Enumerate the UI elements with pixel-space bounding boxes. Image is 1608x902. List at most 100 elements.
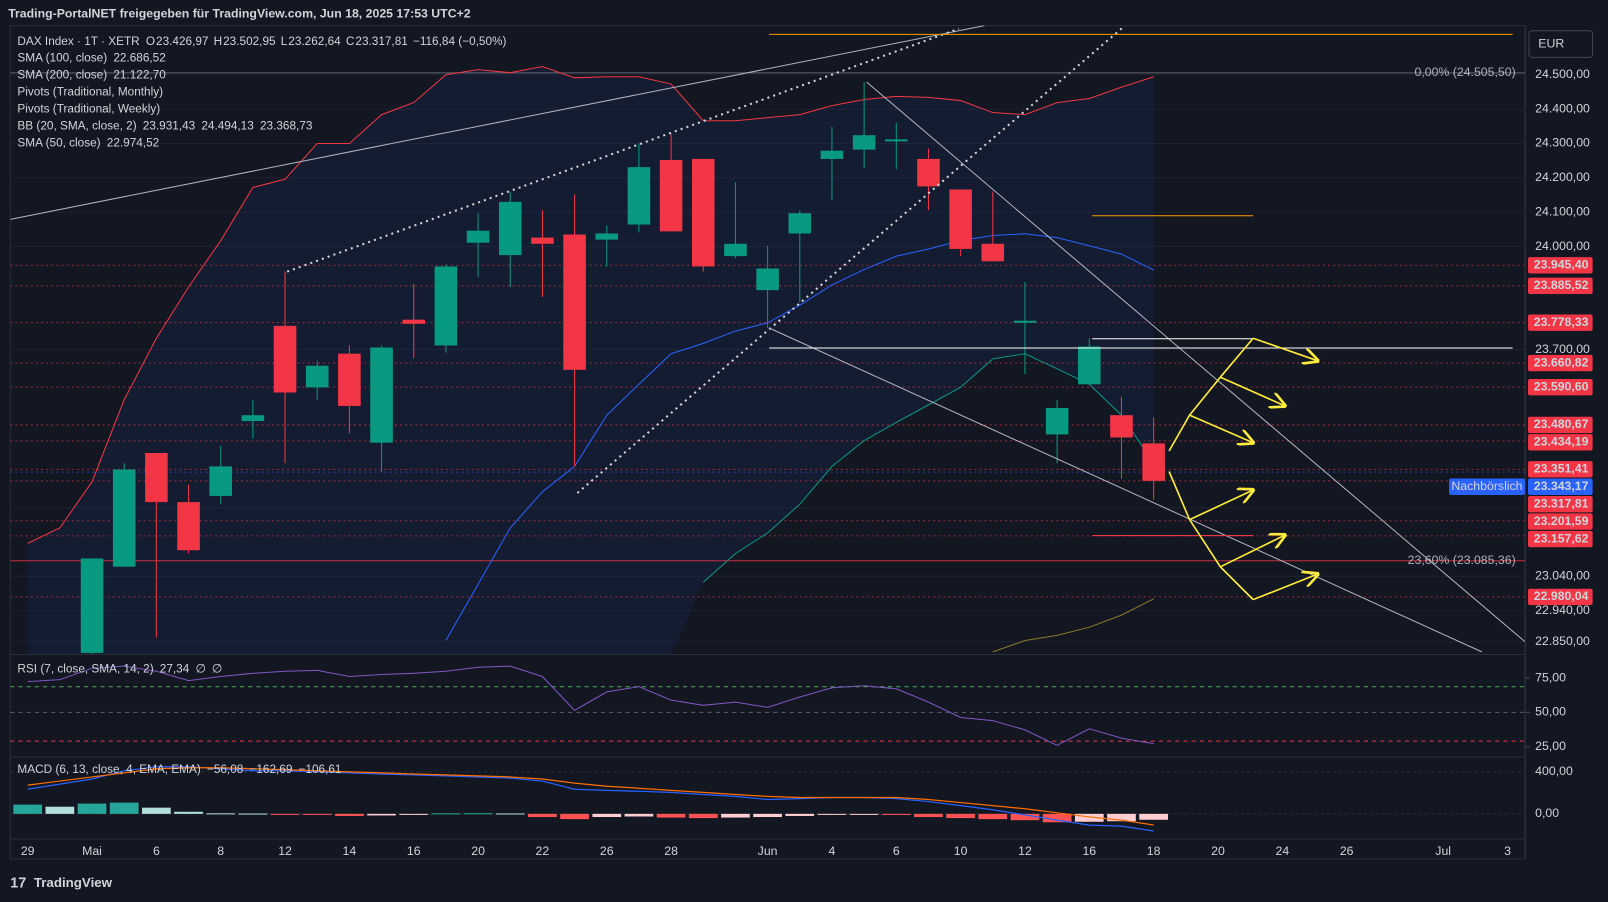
price-label: 22.980,04 — [1534, 589, 1589, 603]
price-label-box — [1528, 378, 1593, 396]
x-tick-label: Jun — [758, 844, 778, 858]
macd-bar — [1107, 813, 1136, 822]
x-tick-label: 12 — [1018, 844, 1032, 858]
price-label-box — [1528, 434, 1593, 451]
candle-body — [595, 233, 619, 240]
legend-value: 22.974,52 — [107, 137, 159, 150]
x-tick-label: 16 — [1082, 844, 1096, 858]
legend-name: BB (20, SMA, close, 2) — [17, 120, 136, 133]
macd-bar — [45, 806, 75, 814]
trend-line — [768, 327, 1483, 653]
legend-value: 23.426,97 — [156, 35, 208, 48]
y-tick-label: 0,00 — [1535, 806, 1559, 820]
price-label: 23.317,81 — [1534, 496, 1589, 510]
macd-bar — [624, 813, 654, 817]
price-label-box — [1528, 416, 1593, 434]
macd-bar — [946, 813, 975, 819]
macd-bar — [109, 802, 139, 814]
candle-body — [1142, 443, 1165, 481]
x-tick-label: 18 — [1147, 844, 1161, 858]
drawings — [10, 25, 1525, 653]
price-label-box — [1528, 277, 1593, 295]
price-label-box — [1528, 257, 1593, 274]
price-label: 23.434,19 — [1534, 435, 1589, 449]
price-label: 23.778,33 — [1534, 315, 1589, 329]
candle-body — [563, 234, 586, 370]
macd-pane — [10, 766, 1525, 832]
macd-bar — [688, 813, 718, 819]
brand: TradingView — [34, 875, 113, 890]
candle-body — [177, 502, 200, 551]
trend-line — [286, 27, 960, 273]
price-tag: Nachbörslich — [1451, 479, 1522, 493]
price-label: 23.945,40 — [1534, 258, 1589, 272]
y-tick-label: 23.700,00 — [1535, 342, 1590, 356]
x-tick-label: Jul — [1435, 844, 1451, 858]
macd-bar — [463, 813, 493, 815]
y-tick-label: 22.850,00 — [1535, 634, 1590, 648]
price-label-box — [1528, 495, 1593, 513]
macd-bar — [1010, 813, 1040, 821]
candle-body — [1045, 407, 1069, 435]
macd-bar — [238, 813, 268, 815]
candle-body — [305, 365, 329, 388]
y-tick-label: 24.400,00 — [1535, 101, 1590, 115]
arrow — [1189, 414, 1254, 443]
x-tick-label: 14 — [343, 844, 357, 858]
macd-bar — [721, 813, 750, 818]
macd-bar — [13, 804, 43, 814]
macd-bar — [206, 813, 236, 815]
rsi-pane — [10, 665, 1525, 746]
legend-value: 23.317,81 — [355, 35, 407, 48]
price-label-box — [1528, 461, 1593, 478]
indicator-line — [27, 665, 1154, 746]
y-tick-label: 50,00 — [1535, 705, 1566, 719]
candle-body — [80, 558, 104, 653]
legend-key: H — [214, 35, 223, 48]
macd-bar — [335, 813, 364, 816]
legend-name: SMA (100, close) — [17, 52, 107, 65]
candle-body — [917, 158, 940, 187]
x-tick-label: 22 — [536, 844, 550, 858]
candle-body — [691, 158, 715, 267]
legend-name: SMA (50, close) — [17, 137, 100, 150]
legend-name: SMA (200, close) — [17, 69, 107, 82]
legend-value: −56,08 — [207, 763, 244, 776]
candle-body — [402, 319, 426, 324]
currency[interactable]: EUR — [1538, 36, 1564, 50]
legend-key: C — [346, 35, 355, 48]
projection — [1168, 471, 1254, 601]
macd-bar — [656, 813, 686, 818]
legend-value: ∅ — [212, 662, 222, 675]
candle-body — [112, 469, 136, 567]
macd-bar — [560, 813, 589, 820]
candle-body — [145, 452, 168, 503]
indicator-line — [992, 598, 1154, 653]
y-tick-label: 24.200,00 — [1535, 170, 1590, 184]
macd-bar — [495, 813, 525, 815]
price-label: 23.201,59 — [1534, 514, 1589, 528]
indicator-line — [27, 767, 1154, 826]
candle-body — [949, 189, 972, 249]
x-tick-label: 4 — [829, 844, 836, 858]
legend-value: −162,69 — [249, 763, 292, 776]
projection — [1168, 337, 1254, 452]
x-tick-label: 6 — [153, 844, 160, 858]
x-tick-label: Mai — [82, 844, 102, 858]
candle-body — [627, 167, 651, 225]
y-tick-label: 22.940,00 — [1535, 603, 1590, 617]
y-tick-label: 24.300,00 — [1535, 136, 1590, 150]
legend-name: Pivots (Traditional, Monthly) — [17, 86, 163, 99]
macd-bar — [1042, 813, 1072, 823]
macd-bar — [399, 813, 429, 815]
currency-box[interactable] — [1528, 30, 1594, 58]
macd-bar — [881, 813, 911, 815]
trend-line — [10, 25, 985, 220]
candle-body — [338, 353, 361, 406]
candle-body — [659, 159, 683, 232]
arrow — [1252, 574, 1318, 601]
candle-body — [241, 415, 265, 422]
